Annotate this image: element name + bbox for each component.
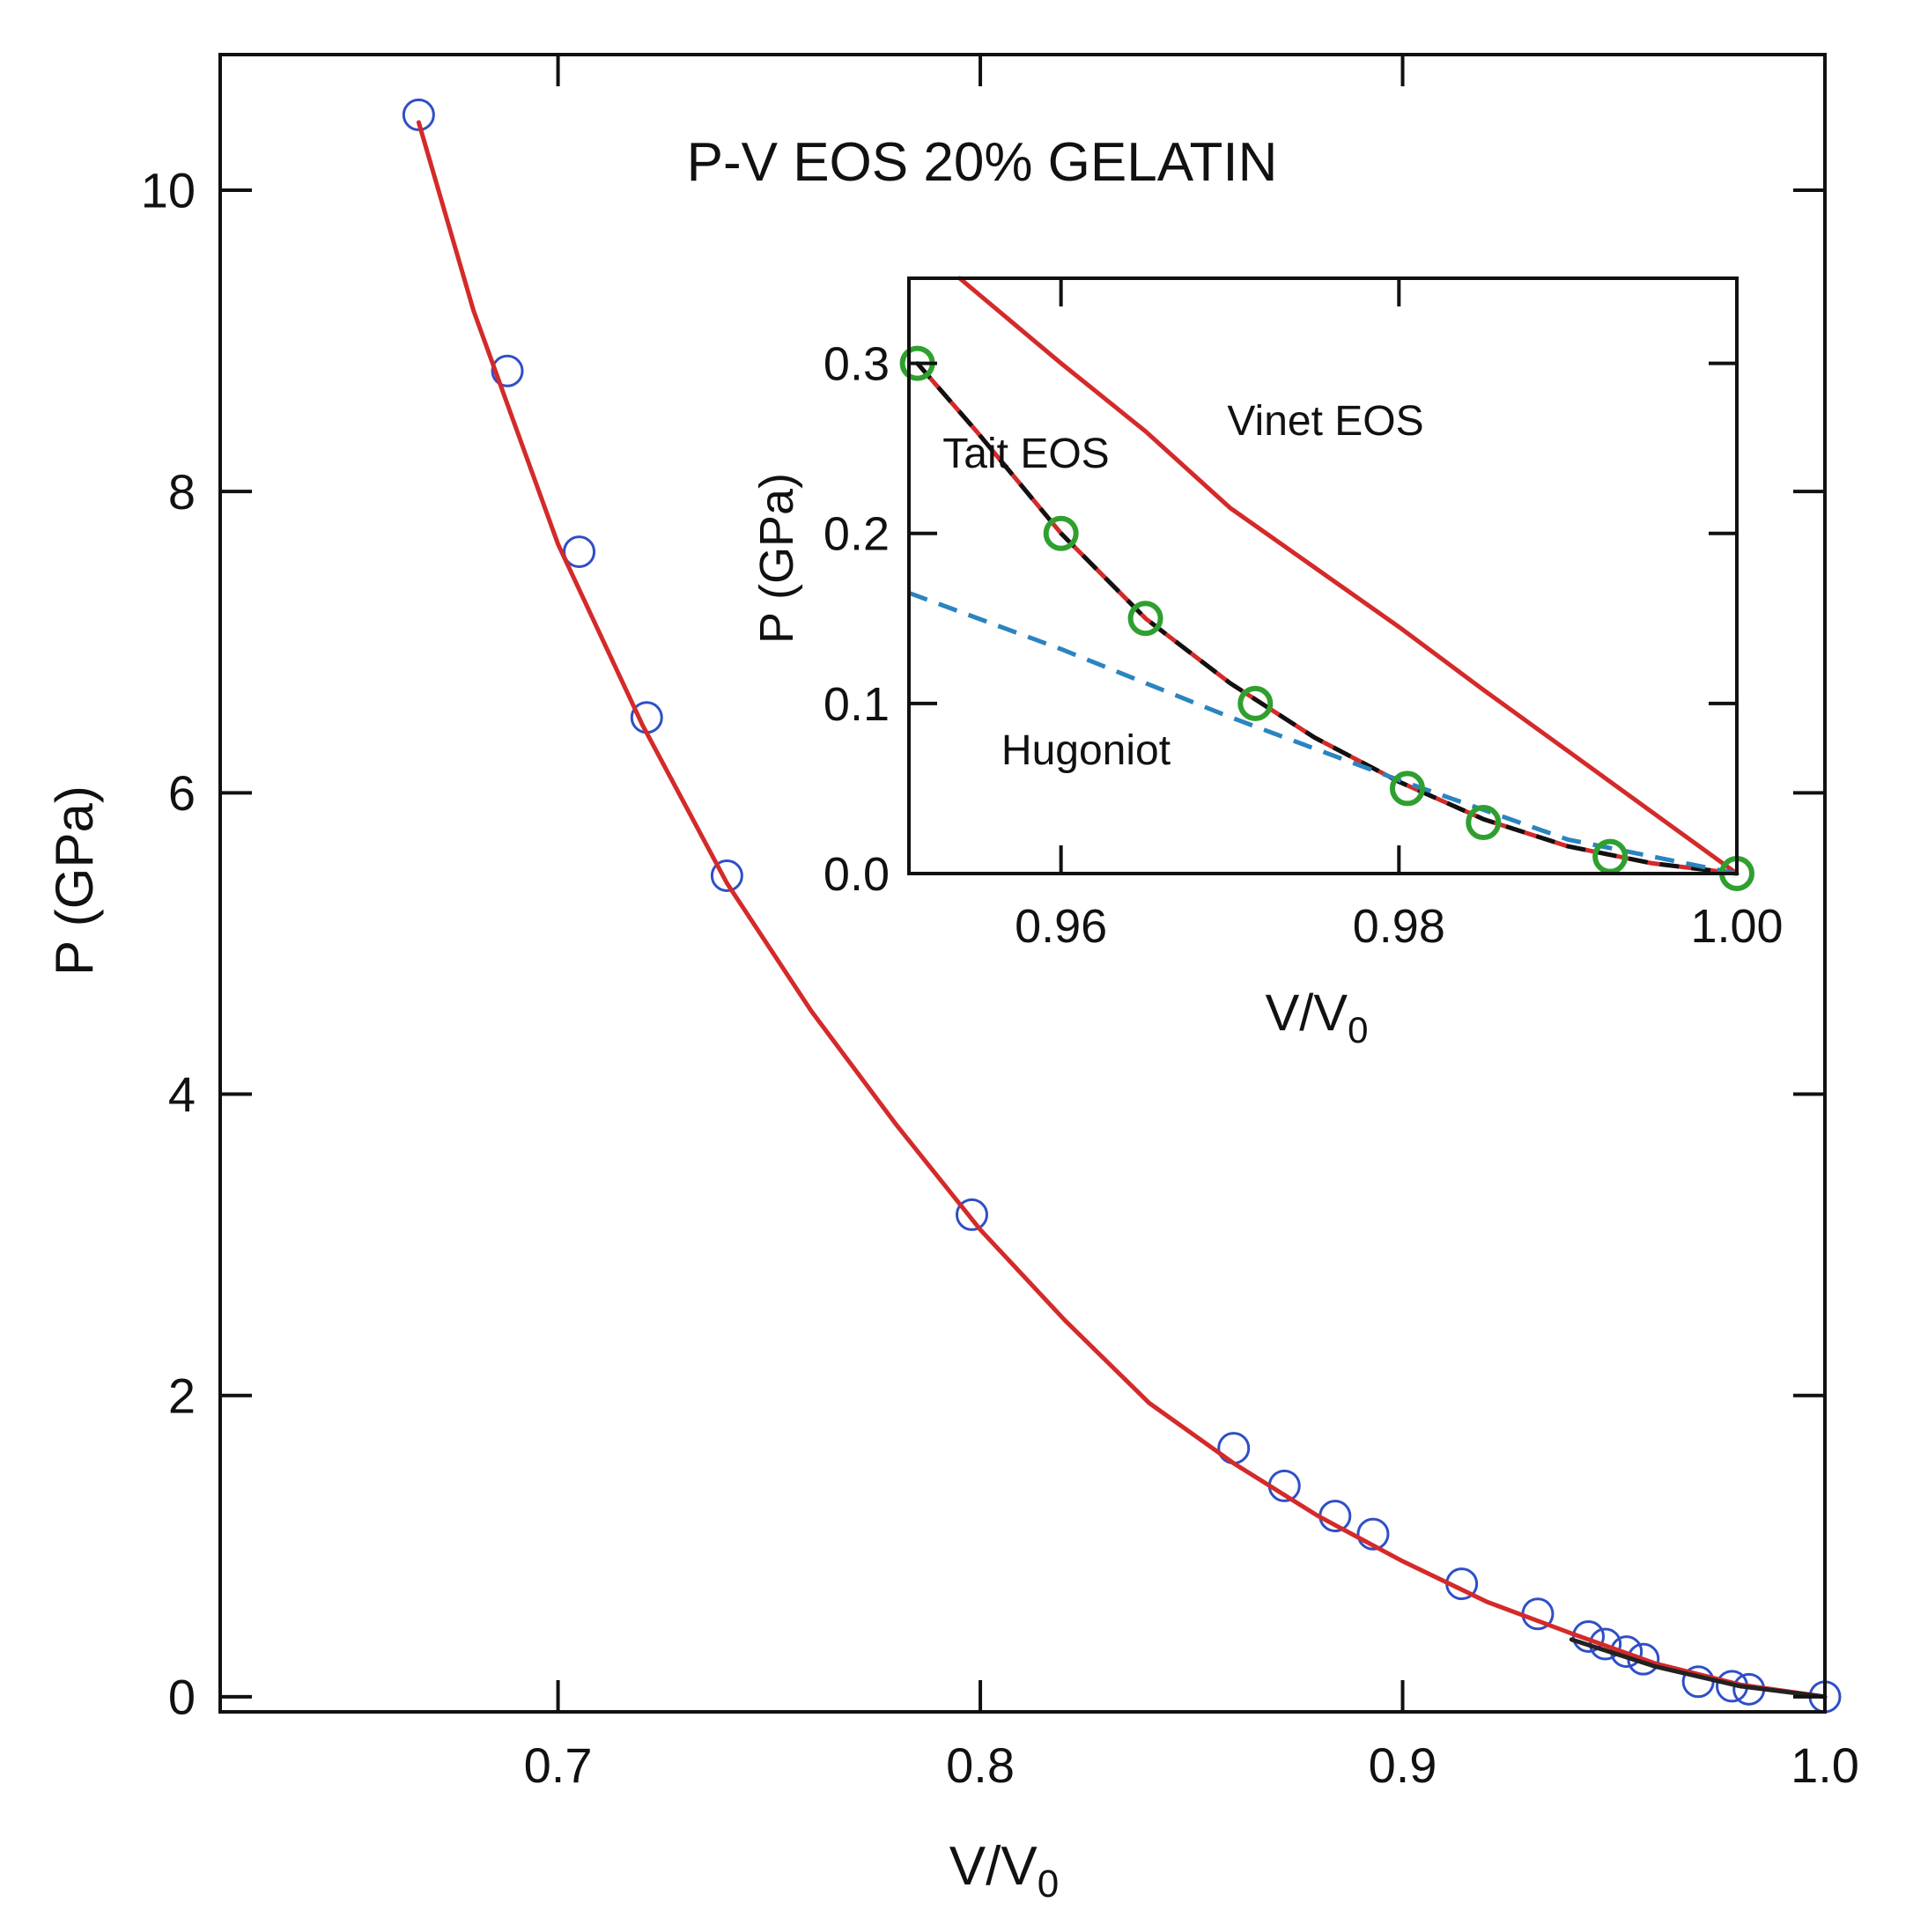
inset-plot-frame xyxy=(907,277,1739,875)
inset-line-tait-eos xyxy=(915,361,1738,876)
inset-data-point xyxy=(1389,771,1425,807)
inset-axis-ticks: 0.96 0.98 1.00 0.0 0.1 0.2 0.3 xyxy=(824,278,1784,953)
main-data-point xyxy=(563,535,596,569)
main-series-layer xyxy=(402,98,1842,1714)
annotation-tait-eos: Tait EOS xyxy=(942,431,1109,477)
main-line-vinet-eos-fit xyxy=(416,120,1828,1700)
main-y-tick-label: 0 xyxy=(168,1669,196,1724)
inset-data-point xyxy=(1043,515,1079,551)
main-x-axis-label-subscript: 0 xyxy=(1038,1862,1059,1906)
main-x-tick-label: 0.7 xyxy=(524,1737,593,1793)
main-data-point xyxy=(1356,1517,1390,1551)
main-data-point xyxy=(710,859,743,892)
inset-data-point xyxy=(1466,805,1502,841)
inset-data-point xyxy=(1127,601,1163,637)
inset-y-tick-label: 0.0 xyxy=(824,848,890,901)
main-x-tick-label: 0.8 xyxy=(946,1737,1015,1793)
main-y-tick-label: 6 xyxy=(168,765,196,821)
inset-y-axis-label: P (GPa) xyxy=(750,473,803,644)
inset-data-point xyxy=(1592,838,1629,874)
inset-y-tick-label: 0.1 xyxy=(824,678,890,731)
main-plot-frame xyxy=(218,53,1827,1714)
main-data-point xyxy=(1571,1619,1605,1653)
main-x-axis-label: V/V0 xyxy=(949,1836,1059,1906)
main-y-tick-label: 10 xyxy=(141,163,196,218)
inset-series-layer xyxy=(899,276,1754,891)
inset-x-axis-label: V/V0 xyxy=(1266,984,1369,1051)
main-x-tick-label: 1.0 xyxy=(1791,1737,1859,1793)
inset-data-point xyxy=(1237,685,1274,721)
main-y-tick-label: 4 xyxy=(168,1066,196,1122)
inset-line-vinet-eos xyxy=(957,276,1739,876)
chart-title: P-V EOS 20% GELATIN xyxy=(687,132,1278,193)
inset-x-tick-label: 1.00 xyxy=(1690,900,1783,953)
main-data-point xyxy=(491,354,524,387)
main-x-tick-label: 0.9 xyxy=(1369,1737,1437,1793)
annotation-hugoniot: Hugoniot xyxy=(1001,727,1171,774)
main-y-tick-label: 8 xyxy=(168,464,196,520)
main-y-tick-label: 2 xyxy=(168,1368,196,1423)
inset-y-tick-label: 0.2 xyxy=(824,508,890,561)
inset-x-tick-label: 0.98 xyxy=(1353,900,1445,953)
main-data-point xyxy=(955,1198,988,1231)
inset-y-tick-label: 0.3 xyxy=(824,337,890,390)
inset-line-hugoniot xyxy=(908,590,1738,876)
main-y-axis-label: P (GPa) xyxy=(45,785,104,976)
annotation-vinet-eos: Vinet EOS xyxy=(1227,398,1423,445)
main-line-tait-eos-fit xyxy=(1569,1637,1828,1700)
main-x-axis-label-text: V/V xyxy=(949,1836,1038,1897)
inset-x-tick-label: 0.96 xyxy=(1015,900,1107,953)
inset-x-axis-label-subscript: 0 xyxy=(1348,1009,1368,1051)
inset-x-axis-label-text: V/V xyxy=(1266,984,1348,1042)
